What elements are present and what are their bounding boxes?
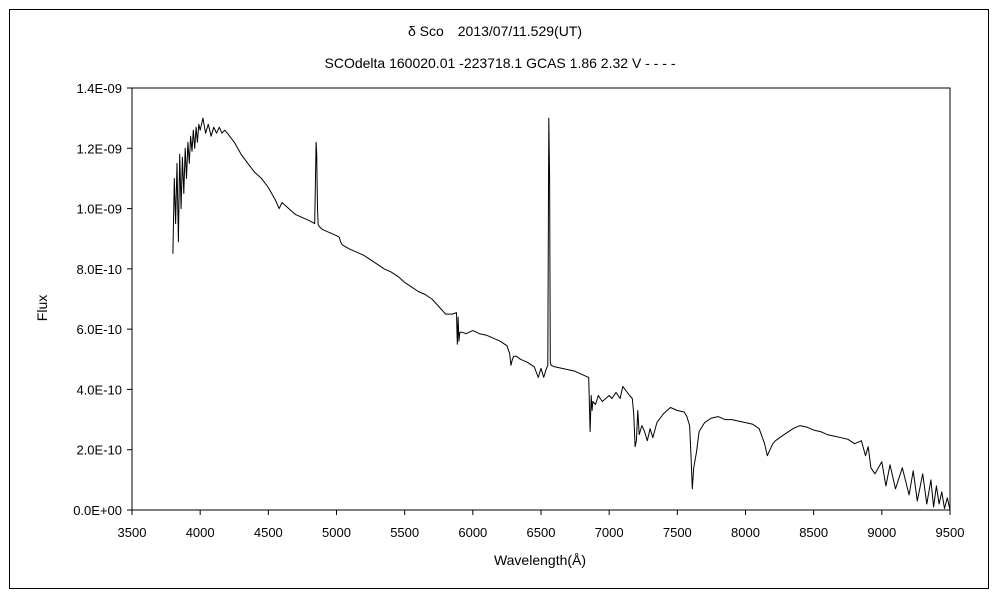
x-tick-label: 5500 xyxy=(390,525,419,540)
chart-frame xyxy=(9,9,989,589)
plot-area xyxy=(131,87,951,511)
chart-title: δ Sco 2013/07/11.529(UT) xyxy=(408,23,582,39)
y-tick-label: 4.0E-10 xyxy=(76,382,122,397)
x-tick-label: 9000 xyxy=(867,525,896,540)
y-tick-label: 6.0E-10 xyxy=(76,322,122,337)
y-tick-label: 0.0E+00 xyxy=(73,503,122,518)
x-tick-label: 5000 xyxy=(322,525,351,540)
x-tick-label: 7500 xyxy=(663,525,692,540)
y-axis-label: Flux xyxy=(34,295,50,321)
plot-series xyxy=(172,117,951,511)
x-axis: 3500 4000 4500 5000 5500 6000 6500 7000 7500 8000… xyxy=(118,510,965,540)
y-tick-label: 1.4E-09 xyxy=(76,81,122,96)
x-tick-label: 8000 xyxy=(731,525,760,540)
x-tick-label: 6000 xyxy=(458,525,487,540)
x-tick-label: 8500 xyxy=(799,525,828,540)
x-tick-label: 9500 xyxy=(936,525,965,540)
x-tick-label: 7000 xyxy=(595,525,624,540)
chart-subtitle: SCOdelta 160020.01 -223718.1 GCAS 1.86 2… xyxy=(325,55,676,71)
x-tick-label: 4500 xyxy=(254,525,283,540)
x-tick-label: 4000 xyxy=(186,525,215,540)
x-tick-label: 3500 xyxy=(118,525,147,540)
x-tick-label: 6500 xyxy=(527,525,556,540)
spectrum-line-0 xyxy=(172,117,951,511)
y-tick-label: 2.0E-10 xyxy=(76,443,122,458)
y-tick-label: 8.0E-10 xyxy=(76,262,122,277)
y-tick-label: 1.0E-09 xyxy=(76,202,122,217)
x-axis-label: Wavelength(Å) xyxy=(494,552,586,568)
y-axis: 0.0E+00 2.0E-10 4.0E-10 6.0E-10 8.0E-10 1.0E-… xyxy=(73,81,132,518)
y-tick-label: 1.2E-09 xyxy=(76,141,122,156)
